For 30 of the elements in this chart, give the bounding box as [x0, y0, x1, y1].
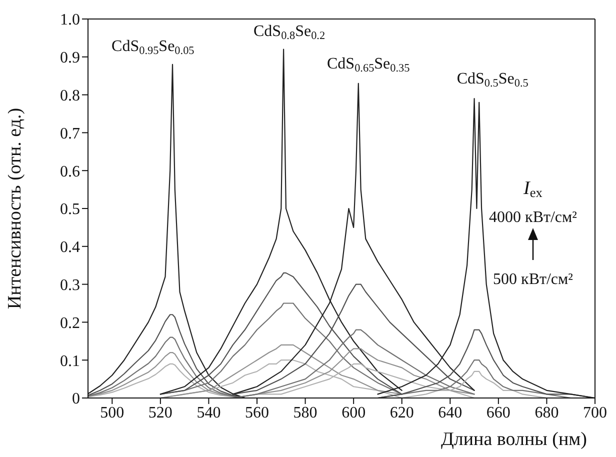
annotation: 500 кВт/см² — [492, 271, 573, 288]
x-axis-title: Длина волны (нм) — [440, 429, 587, 450]
x-tick-label: 700 — [583, 404, 607, 422]
y-tick-label: 1.0 — [60, 12, 80, 29]
y-tick-label: 0.8 — [60, 87, 80, 104]
x-tick-label: 500 — [100, 404, 124, 422]
y-tick-label: 0.9 — [60, 50, 80, 67]
x-tick-label: 600 — [342, 404, 366, 422]
x-tick-label: 640 — [438, 404, 462, 422]
x-tick-label: 520 — [148, 404, 172, 422]
annotation: CdS$_{0.5}$Se$_{0.5}$ — [456, 70, 529, 90]
x-tick-label: 680 — [534, 404, 559, 422]
annotation: CdS$_{0.95}$Se$_{0.05}$ — [112, 38, 195, 57]
y-tick-label: 0.4 — [60, 239, 80, 256]
y-tick-label: 0.5 — [60, 201, 80, 218]
annotation: 4000 кВт/см² — [488, 209, 577, 226]
x-tick-label: 660 — [486, 404, 510, 422]
x-tick-label: 620 — [390, 404, 414, 422]
y-tick-label: 0.7 — [60, 125, 80, 142]
x-tick-label: 540 — [196, 404, 221, 422]
x-tick-label: 560 — [245, 404, 269, 422]
annotation: I$_{ex}$ — [522, 178, 542, 201]
y-tick-label: 0.3 — [60, 276, 80, 294]
annotation: CdS$_{0.8}$Se$_{0.2}$ — [254, 23, 326, 42]
y-tick-label: 0 — [72, 390, 80, 408]
y-tick-label: 0.6 — [60, 163, 80, 180]
y-tick-label: 0.2 — [60, 314, 80, 332]
x-tick-label: 580 — [293, 404, 318, 422]
y-tick-label: 0.1 — [60, 352, 80, 370]
annotation: CdS$_{0.65}$Se$_{0.35}$ — [327, 55, 410, 74]
